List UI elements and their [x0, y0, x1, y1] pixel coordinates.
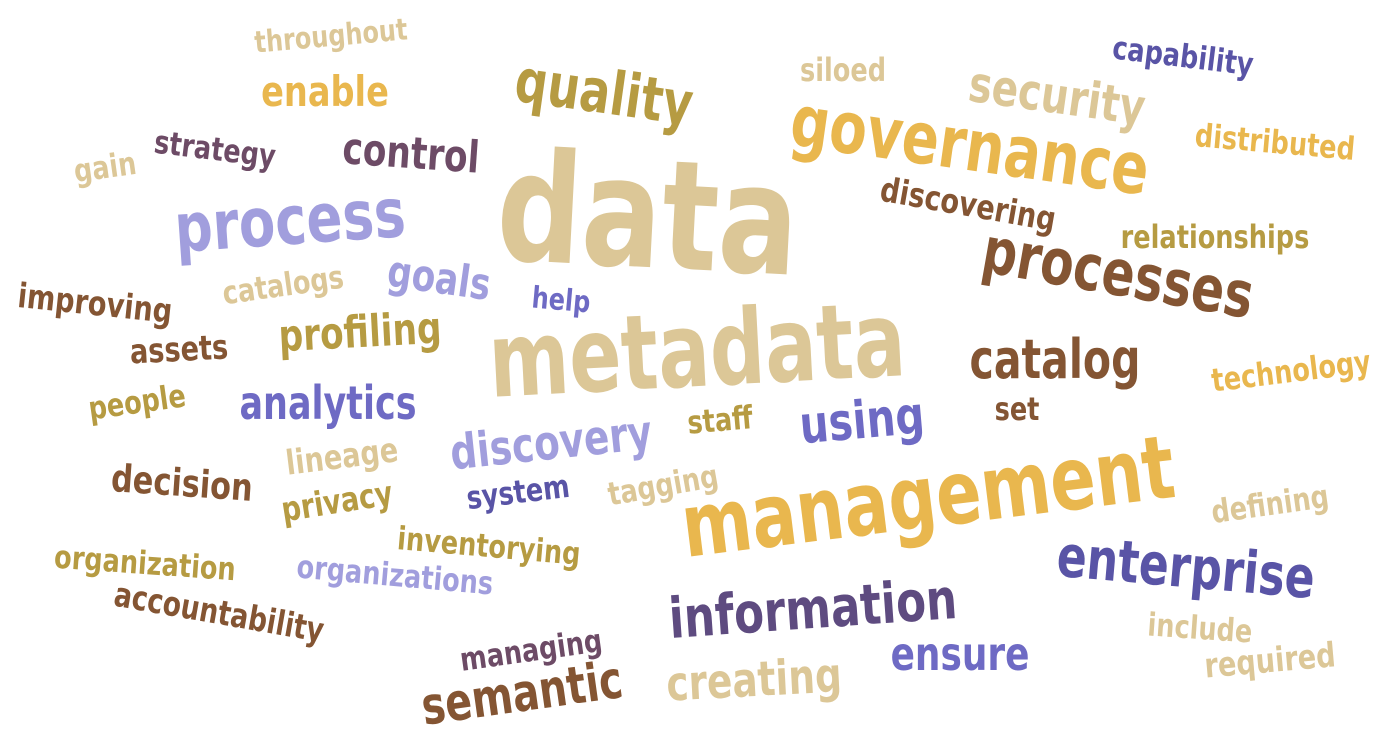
word-organization: organization — [52, 537, 238, 589]
word-improving: improving — [15, 276, 175, 332]
word-help: help — [530, 280, 592, 321]
word-enable: enable — [261, 67, 389, 116]
word-required: required — [1202, 635, 1338, 687]
word-data: data — [492, 118, 804, 311]
word-set: set — [994, 390, 1040, 428]
word-accountability: accountability — [111, 574, 327, 652]
word-staff: staff — [685, 398, 755, 442]
word-discovery: discovery — [447, 404, 655, 482]
word-profiling: profiling — [277, 302, 443, 363]
word-system: system — [464, 466, 572, 518]
word-catalog: catalog — [969, 328, 1141, 391]
word-throughout: throughout — [253, 12, 409, 61]
word-capability: capability — [1110, 28, 1256, 84]
word-strategy: strategy — [152, 122, 278, 176]
word-enterprise: enterprise — [1054, 521, 1318, 613]
word-siloed: siloed — [799, 51, 887, 89]
word-technology: technology — [1209, 342, 1373, 400]
word-defining: defining — [1208, 476, 1332, 532]
word-catalogs: catalogs — [220, 257, 346, 313]
word-decision: decision — [109, 456, 255, 510]
word-ensure: ensure — [890, 627, 1030, 681]
word-analytics: analytics — [239, 376, 417, 430]
word-gain: gain — [71, 143, 139, 191]
word-distributed: distributed — [1193, 116, 1357, 168]
word-privacy: privacy — [278, 473, 396, 531]
word-include: include — [1146, 605, 1254, 651]
word-relationships: relationships — [1120, 218, 1310, 256]
word-using: using — [797, 385, 927, 457]
word-creating: creating — [664, 647, 844, 713]
word-process: process — [171, 174, 409, 269]
word-goals: goals — [384, 246, 494, 311]
word-people: people — [85, 376, 189, 428]
word-assets: assets — [128, 327, 230, 373]
word-control: control — [340, 123, 482, 184]
